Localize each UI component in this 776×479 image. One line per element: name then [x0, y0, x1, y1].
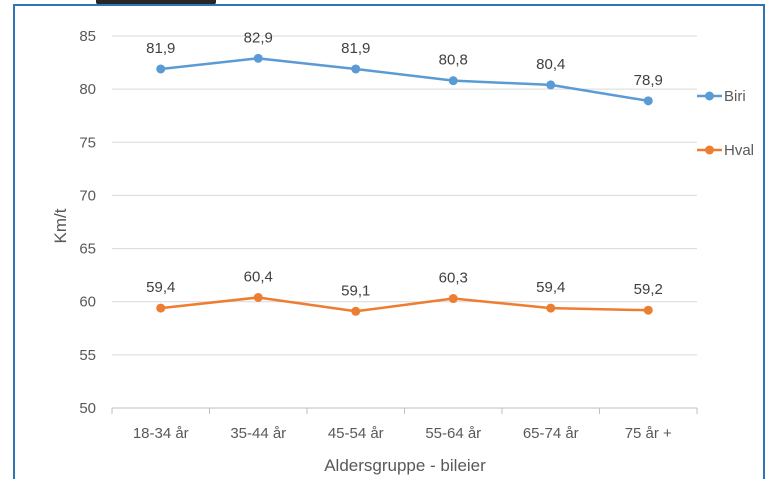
data-label: 59,1	[341, 282, 370, 299]
series-line-biri	[159, 57, 650, 103]
y-tick-label: 65	[79, 241, 96, 258]
cropped-title-fragment	[96, 0, 216, 5]
y-tick-label: 50	[79, 400, 96, 417]
data-point	[156, 303, 166, 313]
chart-frame	[13, 4, 765, 479]
y-tick-label: 55	[79, 347, 96, 364]
y-tick-label: 85	[79, 28, 96, 45]
data-label: 81,9	[146, 40, 175, 57]
y-axis-ticks: 50 55 60 65 70 75 80 85	[79, 28, 96, 417]
data-label: 82,9	[244, 29, 273, 46]
y-tick-label: 60	[79, 294, 96, 311]
legend-label-biri: Biri	[724, 88, 746, 105]
y-tick-label: 80	[79, 81, 96, 98]
data-label: 60,4	[244, 268, 273, 285]
y-tick-label: 75	[79, 134, 96, 151]
data-label: 59,4	[536, 279, 565, 296]
x-tick-label: 35-44 år	[230, 425, 286, 442]
data-point	[643, 305, 653, 315]
data-point	[253, 53, 263, 63]
data-label: 59,4	[146, 279, 175, 296]
data-point	[351, 306, 361, 316]
x-tick-label: 45-54 år	[328, 425, 384, 442]
x-tick-label: 65-74 år	[523, 425, 579, 442]
legend-marker-hval	[705, 145, 714, 155]
data-point	[643, 96, 653, 106]
data-point	[351, 64, 361, 74]
legend-marker-biri	[705, 91, 714, 101]
data-label: 80,4	[536, 56, 565, 73]
x-tick-label: 75 år +	[625, 425, 672, 442]
x-tick-label: 55-64 år	[425, 425, 481, 442]
data-label: 80,8	[439, 52, 468, 69]
gridlines	[112, 35, 697, 409]
x-tick-label: 18-34 år	[133, 425, 189, 442]
data-point	[546, 303, 556, 313]
data-point	[546, 80, 556, 90]
data-label: 59,2	[634, 281, 663, 298]
series-biri: 81,9 82,9 81,9 80,8 80,4 78,9	[146, 29, 663, 106]
series-hval: 59,4 60,4 59,1 60,3 59,4 59,2	[146, 268, 663, 316]
data-point	[253, 292, 263, 302]
data-point	[156, 64, 166, 74]
x-axis-title: Aldersgruppe - bileier	[324, 456, 486, 475]
x-axis: 18-34 år 35-44 år 45-54 år 55-64 år 65-74 år…	[111, 408, 698, 442]
data-label: 81,9	[341, 40, 370, 57]
data-point	[448, 76, 458, 86]
y-axis-title: Km/t	[51, 208, 70, 243]
data-point	[448, 294, 458, 304]
legend: Biri Hval	[697, 88, 754, 159]
legend-label-hval: Hval	[724, 142, 754, 159]
series-layer: 81,9 82,9 81,9 80,8 80,4 78,9 59,4 60,4 59,1 60,3…	[146, 29, 663, 316]
series-line-hval	[159, 296, 650, 313]
data-label: 60,3	[439, 270, 468, 287]
y-tick-label: 70	[79, 187, 96, 204]
data-label: 78,9	[634, 72, 663, 89]
